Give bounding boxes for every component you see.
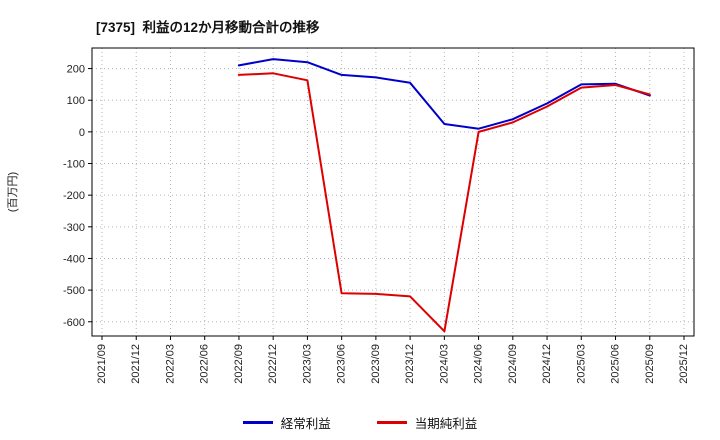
x-tick-label: 2021/12 [130, 344, 142, 384]
y-tick-label: -300 [63, 222, 85, 234]
y-tick-label: -400 [63, 253, 85, 265]
legend-item: 経常利益 [242, 413, 331, 432]
y-tick-label: -500 [63, 285, 85, 297]
x-tick-label: 2025/06 [610, 344, 622, 384]
series-line-経常利益 [237, 58, 651, 130]
x-tick-label: 2025/09 [644, 344, 656, 384]
y-tick-label: -100 [63, 159, 85, 171]
x-tick-label: 2021/09 [96, 344, 108, 384]
y-tick-label: 0 [79, 127, 85, 139]
y-tick-label: 100 [67, 95, 85, 107]
x-tick-label: 2024/06 [473, 344, 485, 384]
x-tick-label: 2022/09 [233, 344, 245, 384]
legend: 経常利益 当期純利益 [0, 413, 720, 432]
x-tick-label: 2025/12 [678, 344, 690, 384]
series-line-当期純利益 [237, 72, 651, 333]
x-tick-label: 2023/03 [301, 344, 313, 384]
x-tick-label: 2022/06 [199, 344, 211, 384]
x-tick-label: 2023/12 [404, 344, 416, 384]
y-tick-label: -600 [63, 317, 85, 329]
y-tick-label: -200 [63, 190, 85, 202]
x-tick-label: 2024/03 [438, 344, 450, 384]
y-axis-label: (百万円) [7, 172, 19, 212]
x-tick-label: 2023/06 [336, 344, 348, 384]
legend-label: 経常利益 [280, 417, 331, 431]
legend-line-swatch [242, 421, 273, 424]
x-tick-label: 2022/03 [164, 344, 176, 384]
legend-line-swatch [376, 421, 407, 424]
x-tick-label: 2022/12 [267, 344, 279, 384]
x-tick-label: 2025/03 [575, 344, 587, 384]
legend-item: 当期純利益 [376, 413, 478, 432]
chart-title: [7375] 利益の12か月移動合計の推移 [96, 20, 320, 35]
x-tick-label: 2024/09 [507, 344, 519, 384]
plot-area: 200 100 0 -100 -200 -300 -400 -500 -600 2021/09 20… [7, 47, 695, 384]
x-tick-label: 2024/12 [541, 344, 553, 384]
y-tick-label: 200 [67, 64, 85, 76]
x-tick-label: 2023/09 [370, 344, 382, 384]
legend-label: 当期純利益 [414, 417, 478, 431]
plot-border [91, 47, 695, 337]
